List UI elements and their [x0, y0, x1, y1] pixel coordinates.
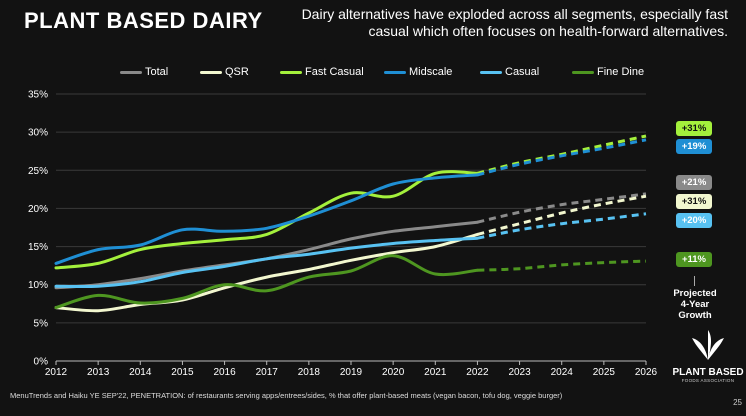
growth-badge-fast-casual: +31%	[676, 121, 712, 136]
logo-title: PLANT BASED	[672, 367, 744, 378]
y-tick-label: 35%	[28, 90, 48, 101]
y-tick-label: 20%	[28, 204, 48, 215]
page-subtitle: Dairy alternatives have exploded across …	[301, 6, 728, 39]
growth-badge-casual: +20%	[676, 213, 712, 228]
x-tick-label: 2019	[340, 367, 363, 378]
legend-item: Fast Casual	[280, 66, 364, 78]
x-tick-label: 2013	[87, 367, 110, 378]
x-tick-label: 2017	[256, 367, 279, 378]
y-tick-label: 0%	[34, 357, 49, 368]
x-tick-label: 2016	[213, 367, 236, 378]
series-projection-total	[477, 192, 647, 224]
legend-label: Fine Dine	[597, 66, 645, 78]
y-tick-label: 5%	[34, 318, 49, 329]
footnote: MenuTrends and Haiku YE SEP'22, PENETRAT…	[10, 391, 563, 400]
legend-item: QSR	[200, 66, 249, 78]
leaf-logo-icon	[692, 330, 724, 360]
x-tick-label: 2025	[593, 367, 616, 378]
y-tick-label: 30%	[28, 128, 48, 139]
growth-badge-total: +21%	[676, 175, 712, 190]
series-projection-casual	[477, 212, 647, 240]
legend-item: Fine Dine	[572, 66, 644, 78]
legend-item: Casual	[480, 66, 539, 78]
x-tick-label: 2023	[508, 367, 531, 378]
x-tick-label: 2015	[171, 367, 194, 378]
x-tick-label: 2020	[382, 367, 405, 378]
logo-subtitle: FOODS ASSOCIATION	[681, 378, 735, 383]
legend-label: QSR	[225, 66, 249, 78]
legend-item: Total	[120, 66, 168, 78]
legend-swatch	[572, 70, 594, 74]
growth-badge-fine-dine: +11%	[676, 252, 712, 267]
growth-badge-qsr: +31%	[676, 194, 712, 209]
series-projection-midscale	[477, 138, 647, 177]
legend-label: Fast Casual	[305, 66, 364, 78]
x-tick-label: 2018	[298, 367, 321, 378]
legend-item: Midscale	[384, 66, 452, 78]
x-tick-label: 2012	[45, 367, 68, 378]
series-projection-fine-dine	[477, 259, 647, 272]
x-tick-label: 2022	[466, 367, 489, 378]
x-tick-label: 2024	[551, 367, 574, 378]
page-number: 25	[733, 398, 742, 407]
growth-badge-midscale: +19%	[676, 139, 712, 154]
series-projection-qsr	[477, 194, 647, 236]
legend-label: Total	[145, 66, 169, 78]
legend-swatch	[200, 70, 222, 74]
logo: PLANT BASED FOODS ASSOCIATION	[672, 328, 744, 383]
legend-label: Casual	[505, 66, 540, 78]
legend-swatch	[480, 70, 502, 74]
y-tick-label: 15%	[28, 242, 48, 253]
growth-label: Projected 4-Year Growth	[673, 288, 717, 321]
legend-swatch	[384, 70, 406, 74]
chart-legend: Total QSR Fast Casual Midscale Casual Fine Di…	[120, 66, 680, 82]
y-tick-label: 10%	[28, 280, 48, 291]
legend-label: Midscale	[409, 66, 453, 78]
legend-swatch	[280, 70, 302, 74]
series-line-midscale	[54, 173, 479, 265]
x-tick-label: 2014	[129, 367, 152, 378]
x-tick-label: 2021	[424, 367, 447, 378]
y-tick-label: 25%	[28, 166, 48, 177]
series-line-qsr	[54, 232, 479, 313]
series-line-fine-dine	[54, 254, 479, 310]
series-line-fast-casual	[54, 170, 479, 270]
x-tick-label: 2026	[635, 367, 658, 378]
growth-tick	[694, 276, 695, 286]
page-title: PLANT BASED DAIRY	[24, 8, 263, 33]
legend-swatch	[120, 70, 142, 74]
series-line-casual	[54, 236, 479, 289]
